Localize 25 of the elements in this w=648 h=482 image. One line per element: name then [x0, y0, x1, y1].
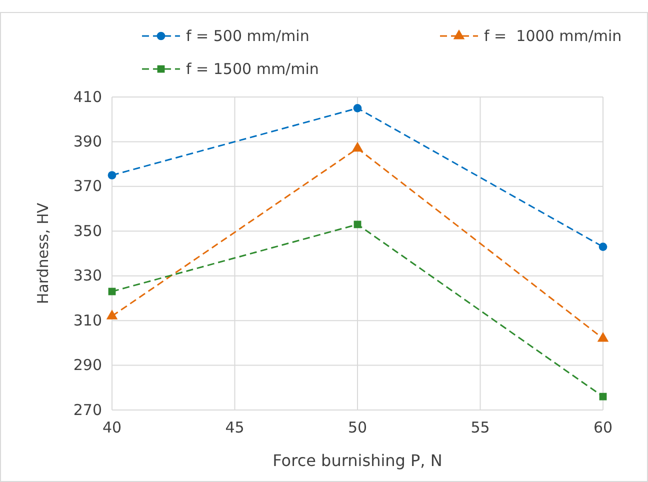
legend-label: f = 1000 mm/min [484, 27, 622, 45]
point [599, 392, 607, 400]
point [106, 310, 118, 320]
legend-label: f = 1500 mm/min [186, 60, 319, 78]
x-tick-label: 45 [225, 418, 244, 437]
point [108, 171, 116, 180]
point [598, 242, 608, 251]
y-tick-label: 370 [73, 177, 102, 196]
x-tick-label: 60 [593, 418, 613, 437]
x-axis-title: Force burnishing P, N [272, 451, 442, 470]
x-tick-label: 40 [102, 418, 122, 437]
x-tick-label: 55 [470, 418, 490, 437]
y-tick-label: 410 [73, 88, 102, 106]
y-tick-label: 310 [73, 311, 102, 330]
y-tick-label: 270 [73, 400, 102, 419]
y-tick-label: 390 [73, 132, 102, 151]
point [597, 332, 609, 342]
point [354, 220, 362, 228]
x-tick-label: 50 [348, 418, 368, 437]
legend-label: f = 500 mm/min [186, 27, 310, 45]
y-axis-title: Hardness, HV [34, 202, 52, 304]
y-tick-label: 330 [73, 266, 102, 285]
y-tick-label: 350 [73, 222, 102, 240]
point [353, 104, 362, 112]
y-tick-label: 290 [73, 356, 102, 374]
